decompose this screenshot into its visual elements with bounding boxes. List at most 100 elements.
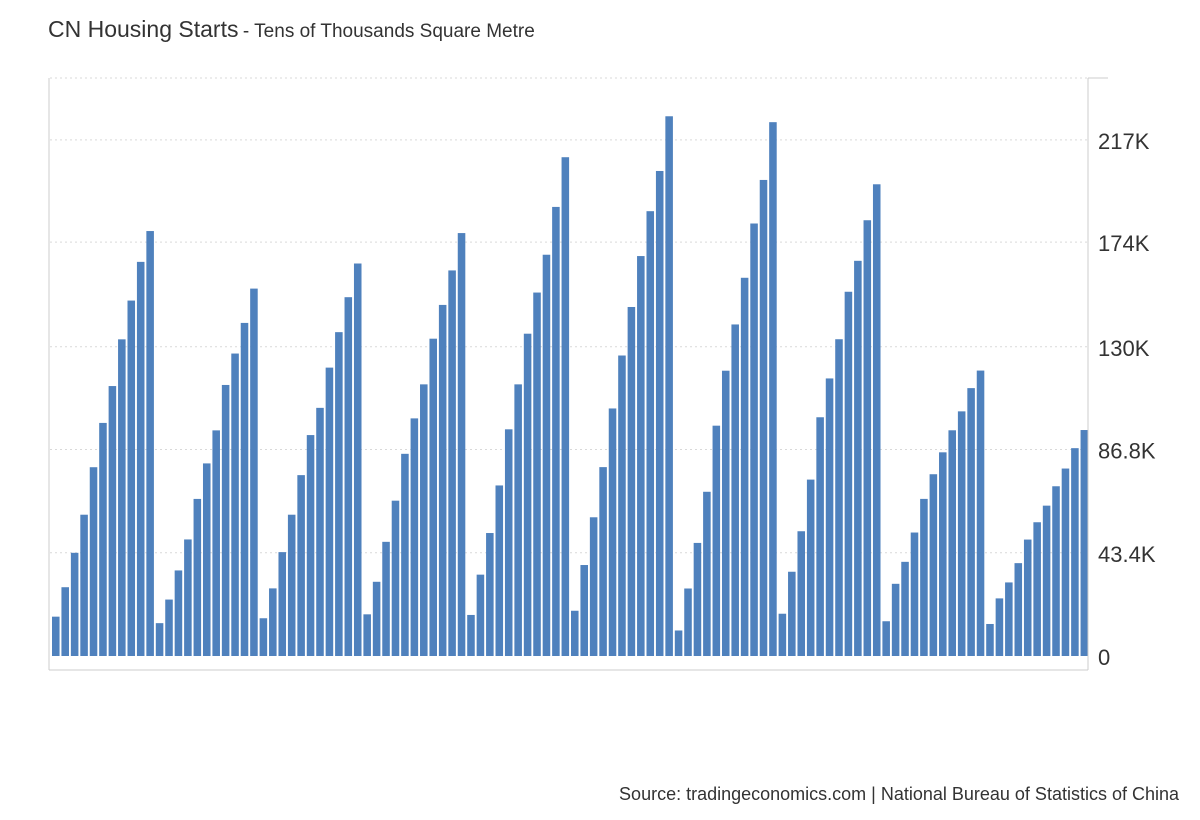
bar bbox=[429, 338, 437, 656]
bar bbox=[788, 571, 796, 656]
bar bbox=[939, 452, 947, 656]
bar bbox=[929, 474, 938, 656]
bar bbox=[533, 292, 541, 656]
bar bbox=[174, 570, 183, 656]
bar bbox=[146, 231, 154, 657]
y-tick-label: 130K bbox=[1098, 336, 1150, 361]
bar bbox=[1061, 468, 1070, 656]
bar bbox=[259, 618, 268, 656]
bar bbox=[372, 581, 381, 656]
bar bbox=[99, 422, 107, 656]
bar bbox=[571, 610, 579, 656]
bar bbox=[882, 621, 890, 656]
bar bbox=[608, 408, 617, 656]
bar bbox=[1071, 448, 1079, 656]
bar bbox=[552, 206, 560, 657]
bar bbox=[269, 588, 277, 656]
bar bbox=[467, 614, 475, 656]
bar bbox=[89, 467, 98, 656]
bar bbox=[665, 116, 673, 656]
chart-title: CN Housing Starts bbox=[48, 16, 239, 42]
bar bbox=[750, 223, 758, 656]
bar bbox=[863, 220, 872, 657]
bar bbox=[1033, 522, 1041, 656]
bar bbox=[976, 370, 985, 656]
bar bbox=[740, 277, 749, 656]
chart-title-row: CN Housing Starts - Tens of Thousands Sq… bbox=[48, 16, 535, 43]
bar bbox=[712, 425, 721, 656]
bar bbox=[542, 254, 551, 657]
bar bbox=[108, 386, 117, 656]
housing-starts-bar-chart: 0 43.4K 86.8K 130K 174K 217K bbox=[48, 77, 1156, 671]
bar bbox=[52, 616, 60, 656]
bar bbox=[589, 517, 598, 656]
bar bbox=[721, 370, 730, 656]
bar bbox=[231, 353, 239, 656]
bar bbox=[703, 491, 711, 656]
y-tick-label: 217K bbox=[1098, 129, 1150, 154]
bar bbox=[391, 500, 400, 656]
bar bbox=[495, 485, 504, 656]
bar bbox=[202, 463, 211, 656]
bar bbox=[448, 270, 456, 656]
bar bbox=[523, 333, 532, 656]
bar bbox=[382, 541, 390, 656]
y-tick-label: 0 bbox=[1098, 645, 1110, 670]
bar bbox=[287, 514, 296, 656]
bar bbox=[1080, 430, 1089, 656]
bar bbox=[561, 157, 570, 656]
bar bbox=[693, 542, 702, 656]
bar bbox=[165, 599, 173, 656]
bar bbox=[920, 498, 928, 656]
bar bbox=[401, 453, 409, 656]
bar bbox=[353, 263, 362, 656]
bar bbox=[118, 339, 126, 656]
bar bbox=[514, 384, 522, 656]
bar bbox=[1052, 486, 1060, 656]
bar bbox=[457, 233, 466, 656]
bar bbox=[844, 291, 853, 656]
bar bbox=[486, 533, 494, 656]
bar bbox=[306, 435, 315, 656]
bar bbox=[674, 630, 683, 656]
bar bbox=[580, 565, 588, 656]
bar bbox=[759, 179, 768, 656]
bar bbox=[344, 297, 353, 656]
bar bbox=[61, 587, 69, 656]
bar bbox=[363, 614, 371, 656]
y-tick-label: 174K bbox=[1098, 231, 1150, 256]
bar bbox=[1023, 539, 1032, 656]
bar bbox=[986, 623, 994, 656]
bar bbox=[250, 288, 258, 656]
bar bbox=[618, 355, 626, 656]
y-tick-label: 86.8K bbox=[1098, 439, 1156, 464]
bar bbox=[948, 430, 956, 656]
bar bbox=[325, 367, 334, 656]
bar bbox=[221, 384, 230, 656]
bar bbox=[1005, 582, 1013, 656]
bar bbox=[806, 479, 815, 656]
bar bbox=[825, 378, 834, 656]
bar bbox=[420, 384, 428, 656]
bar bbox=[901, 561, 909, 656]
bar bbox=[891, 583, 900, 656]
bar bbox=[335, 332, 343, 656]
bar bbox=[193, 498, 202, 656]
bar bbox=[80, 514, 88, 656]
bar bbox=[155, 623, 164, 656]
bar bbox=[655, 170, 664, 657]
bar bbox=[797, 531, 806, 656]
source-note: Source: tradingeconomics.com | National … bbox=[619, 784, 1179, 804]
bar bbox=[1042, 505, 1051, 656]
bar bbox=[967, 388, 975, 656]
bar bbox=[910, 532, 919, 656]
bar bbox=[835, 339, 843, 656]
chart-subtitle: - Tens of Thousands Square Metre bbox=[242, 21, 535, 42]
bar bbox=[599, 467, 607, 656]
bar bbox=[872, 184, 881, 656]
bar bbox=[70, 552, 79, 656]
bar bbox=[1014, 563, 1023, 656]
bar bbox=[778, 613, 787, 656]
bar bbox=[769, 122, 777, 657]
bar bbox=[627, 306, 636, 656]
